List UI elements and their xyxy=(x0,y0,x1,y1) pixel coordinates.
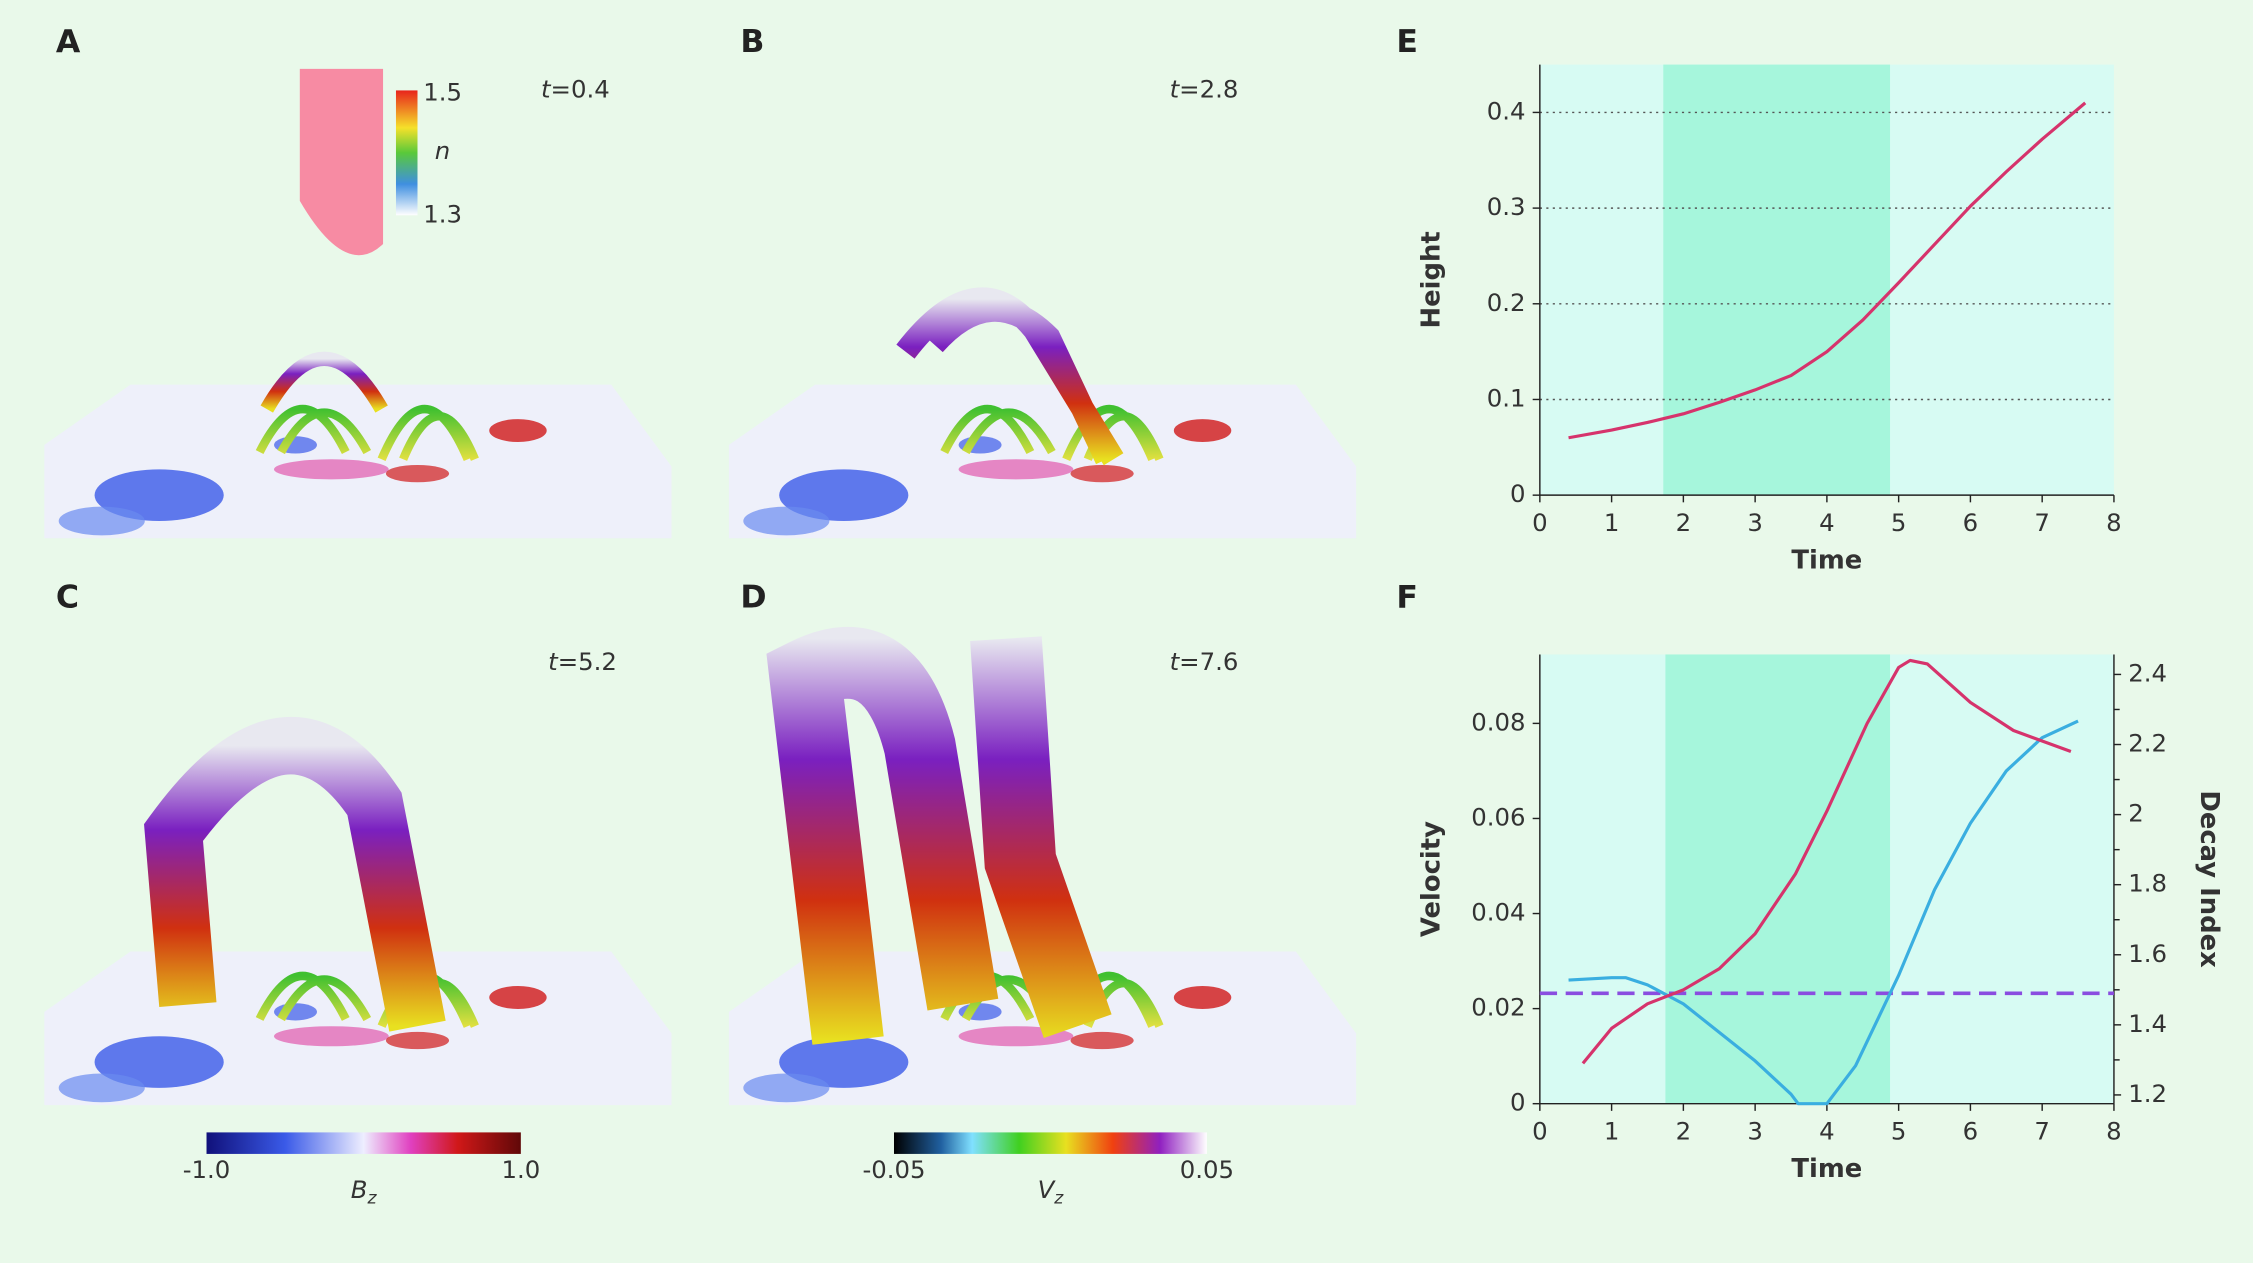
y-tick-label: 0.1 xyxy=(1487,383,1526,412)
panel-d-image xyxy=(729,627,1356,1105)
time-value: =7.6 xyxy=(1179,647,1238,676)
y-tick-label: 0.2 xyxy=(1487,288,1526,317)
time-value: =2.8 xyxy=(1179,74,1238,103)
x-tick-label: 3 xyxy=(1747,508,1763,537)
time-label: t=2.8 xyxy=(1170,74,1239,103)
time-label: t=0.4 xyxy=(541,74,610,103)
y-axis-label: Velocity xyxy=(1417,821,1447,937)
x-tick-label: 5 xyxy=(1891,508,1907,537)
time-symbol: t xyxy=(1170,647,1181,676)
panel-label: E xyxy=(1396,24,1418,60)
x-tick-label: 2 xyxy=(1676,508,1692,537)
time-label: t=5.2 xyxy=(548,647,617,676)
y-tick-label: 0.3 xyxy=(1487,192,1526,221)
x-tick-label: 1 xyxy=(1604,1116,1620,1145)
x-tick-label: 3 xyxy=(1747,1116,1763,1145)
x-axis-label: Time xyxy=(1791,546,1862,576)
colorbar-tick-label: -1.0 xyxy=(183,1155,231,1184)
y-axis-label: Height xyxy=(1417,231,1447,328)
colorbar-tick-label: 1.0 xyxy=(501,1155,540,1184)
panel-a-image xyxy=(44,68,671,538)
y-tick-label: 0 xyxy=(1510,479,1526,508)
y2-tick-label: 2.4 xyxy=(2128,658,2167,687)
time-symbol: t xyxy=(1170,74,1181,103)
x-tick-label: 4 xyxy=(1819,508,1835,537)
time-symbol: t xyxy=(548,647,559,676)
y-tick-label: 0.06 xyxy=(1471,802,1525,831)
vz-colorbar xyxy=(893,1132,1207,1154)
colorbar-symbol: B xyxy=(351,1175,368,1204)
x-tick-label: 7 xyxy=(2034,1116,2050,1145)
colorbar-label: n xyxy=(435,136,450,165)
data-line xyxy=(1568,719,2079,1106)
x-tick-label: 8 xyxy=(2106,508,2122,537)
x-tick-label: 0 xyxy=(1532,1116,1548,1145)
x-tick-label: 2 xyxy=(1676,1116,1692,1145)
y-tick-label: 0.4 xyxy=(1487,96,1526,125)
panel-c-image xyxy=(44,716,671,1106)
y2-tick-label: 1.8 xyxy=(2128,869,2167,898)
x-tick-label: 0 xyxy=(1532,508,1548,537)
x-tick-label: 5 xyxy=(1891,1116,1907,1145)
time-label: t=7.6 xyxy=(1170,647,1239,676)
time-value: =5.2 xyxy=(558,647,617,676)
colorbar-tick-label: -0.05 xyxy=(862,1155,925,1184)
colorbar-label: Vz xyxy=(1038,1175,1065,1208)
x-tick-label: 6 xyxy=(1963,508,1979,537)
colorbar-subscript: z xyxy=(1053,1188,1064,1208)
bz-colorbar xyxy=(206,1132,521,1154)
y-tick-label: 0.02 xyxy=(1471,993,1525,1022)
colorbar-label: Bz xyxy=(351,1175,378,1208)
y-tick-label: 0 xyxy=(1510,1088,1526,1117)
x-axis-label: Time xyxy=(1791,1154,1862,1184)
time-symbol: t xyxy=(541,74,552,103)
y2-tick-label: 1.4 xyxy=(2128,1009,2167,1038)
colorbar-tick-label: 1.5 xyxy=(423,77,462,106)
panel-label: B xyxy=(740,24,764,60)
y-tick-label: 0.04 xyxy=(1471,898,1525,927)
panel-label: D xyxy=(740,579,766,615)
x-tick-label: 4 xyxy=(1819,1116,1835,1145)
data-line xyxy=(1568,101,2087,440)
time-value: =0.4 xyxy=(551,74,610,103)
panel-label: C xyxy=(56,579,79,615)
colorbar-symbol: V xyxy=(1038,1175,1057,1204)
colorbar-tick-label: 1.3 xyxy=(423,199,462,228)
colorbar-tick-label: 0.05 xyxy=(1180,1155,1234,1184)
y2-tick-label: 1.2 xyxy=(2128,1079,2167,1108)
data-line xyxy=(1581,658,2072,1065)
colorbar-subscript: z xyxy=(367,1188,378,1208)
x-tick-label: 6 xyxy=(1963,1116,1979,1145)
panel-b-image xyxy=(729,287,1356,538)
y2-tick-label: 2 xyxy=(2128,799,2144,828)
y2-tick-label: 2.2 xyxy=(2128,729,2167,758)
y-tick-label: 0.08 xyxy=(1471,707,1525,736)
panel-label: A xyxy=(56,24,81,60)
y2-axis-label: Decay Index xyxy=(2194,790,2224,968)
x-tick-label: 1 xyxy=(1604,508,1620,537)
x-tick-label: 7 xyxy=(2034,508,2050,537)
shaded-span xyxy=(1665,654,1891,1104)
x-tick-label: 8 xyxy=(2106,1116,2122,1145)
y2-tick-label: 1.6 xyxy=(2128,939,2167,968)
shaded-span xyxy=(1663,64,1891,496)
panel-label: F xyxy=(1396,579,1418,615)
